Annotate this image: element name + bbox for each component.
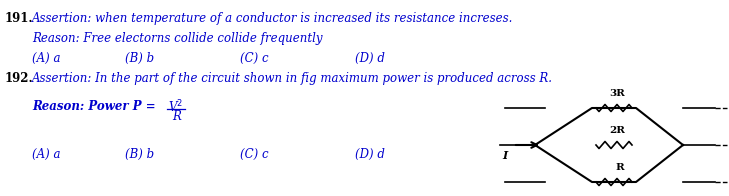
Text: (A) a: (A) a — [32, 148, 61, 161]
Text: R: R — [172, 110, 181, 123]
Text: (D) d: (D) d — [355, 52, 385, 65]
Text: (C) c: (C) c — [240, 52, 268, 65]
Text: (B) b: (B) b — [125, 52, 154, 65]
Text: Reason: Power P =: Reason: Power P = — [32, 100, 160, 113]
Text: 191.: 191. — [5, 12, 34, 25]
Text: (C) c: (C) c — [240, 148, 268, 161]
Text: Assertion: when temperature of a conductor is increased its resistance increses.: Assertion: when temperature of a conduct… — [32, 12, 513, 25]
Text: 2R: 2R — [609, 126, 625, 135]
Text: I: I — [502, 150, 507, 161]
Text: V$^2$: V$^2$ — [168, 99, 183, 116]
Text: 3R: 3R — [609, 89, 625, 98]
Text: R: R — [615, 163, 624, 172]
Text: (B) b: (B) b — [125, 148, 154, 161]
Text: (D) d: (D) d — [355, 148, 385, 161]
Text: Reason: Free electorns collide collide frequently: Reason: Free electorns collide collide f… — [32, 32, 322, 45]
Text: (A) a: (A) a — [32, 52, 61, 65]
Text: Assertion: In the part of the circuit shown in fig maximum power is produced acr: Assertion: In the part of the circuit sh… — [32, 72, 553, 85]
Text: 192.: 192. — [5, 72, 34, 85]
